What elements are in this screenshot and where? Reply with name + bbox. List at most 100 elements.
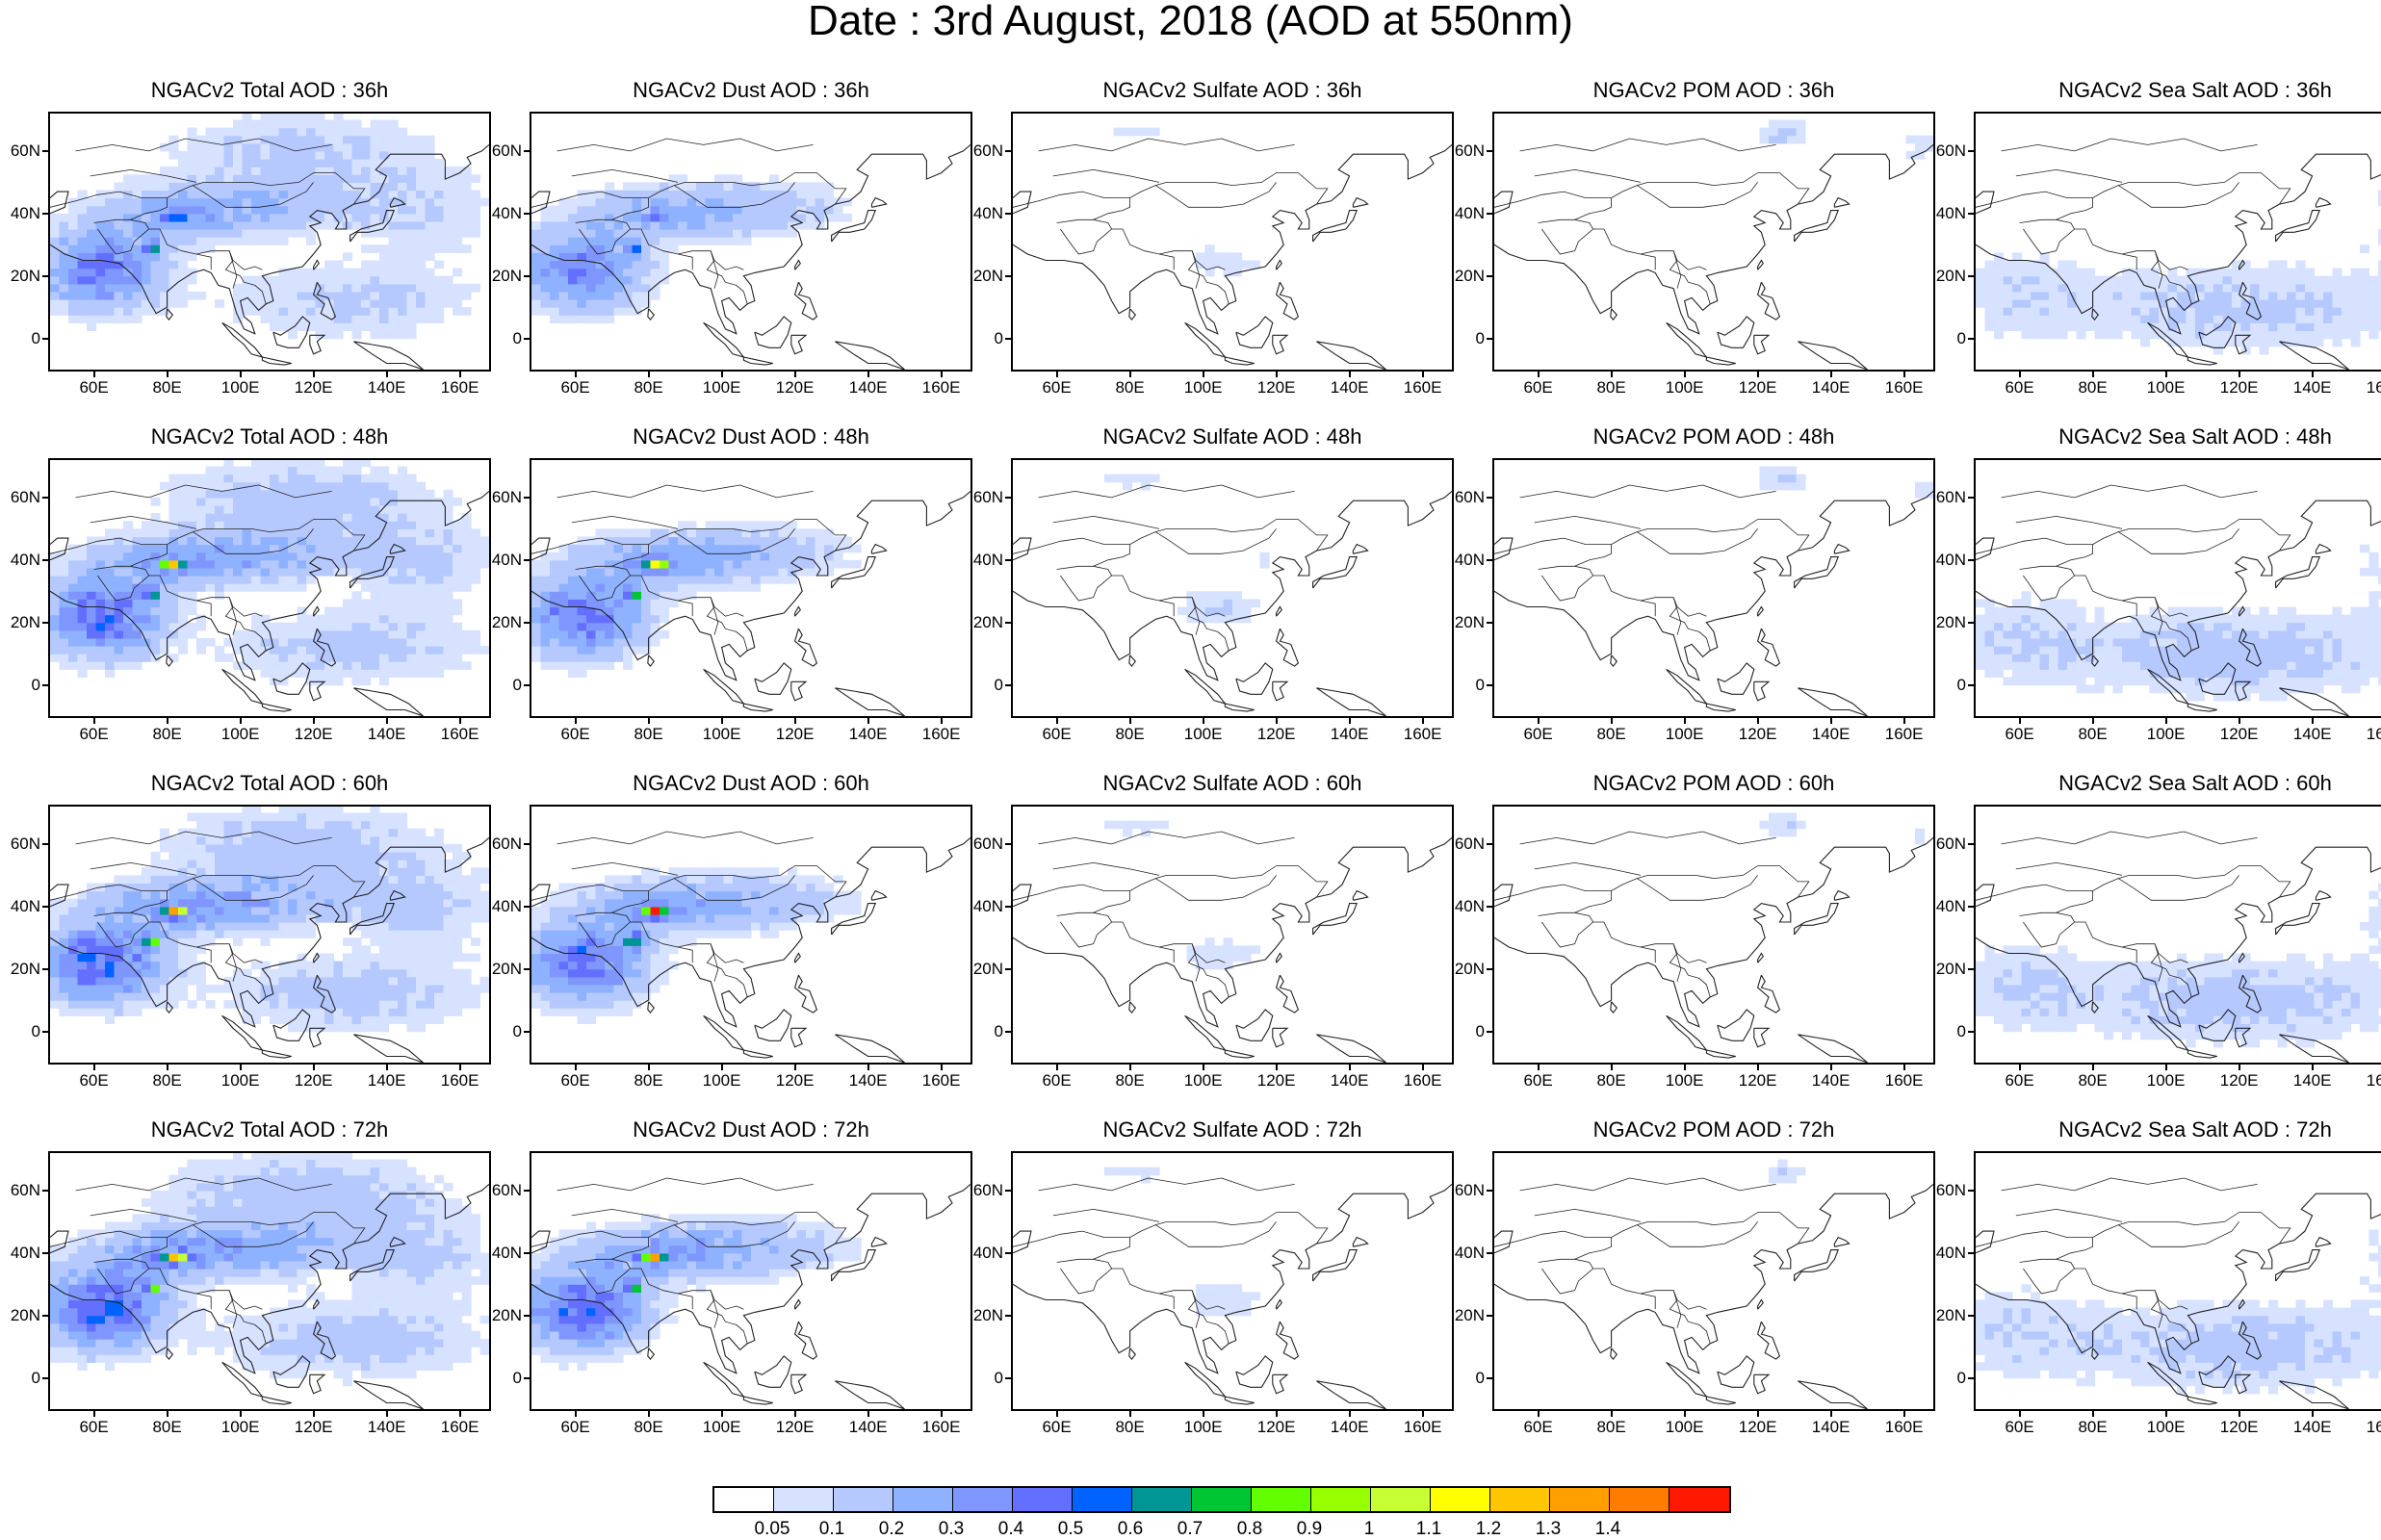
aod-cell bbox=[160, 907, 169, 915]
aod-cell bbox=[1232, 599, 1242, 607]
aod-cell bbox=[669, 221, 679, 230]
aod-cell bbox=[178, 167, 188, 175]
aod-cell bbox=[389, 630, 399, 639]
aod-cell bbox=[623, 576, 633, 584]
aod-cell bbox=[243, 560, 252, 569]
aod-cell bbox=[105, 945, 115, 954]
aod-cell bbox=[343, 661, 352, 670]
aod-heatmap bbox=[50, 807, 489, 1063]
aod-cell bbox=[123, 568, 133, 577]
aod-cell bbox=[1985, 276, 1995, 285]
aod-cell bbox=[407, 182, 417, 191]
aod-cell bbox=[596, 646, 606, 654]
aod-cell bbox=[2022, 269, 2032, 277]
aod-cell bbox=[133, 937, 142, 946]
aod-cell bbox=[251, 836, 261, 845]
aod-cell bbox=[352, 646, 362, 654]
aod-cell bbox=[714, 545, 724, 553]
aod-cell bbox=[724, 537, 734, 546]
aod-cell bbox=[371, 669, 380, 678]
aod-cell bbox=[669, 182, 679, 191]
aod-cell bbox=[178, 151, 188, 160]
aod-cell bbox=[1232, 252, 1242, 261]
aod-cell bbox=[660, 214, 669, 222]
aod-cell bbox=[343, 136, 352, 144]
aod-cell bbox=[206, 206, 216, 215]
aod-cell bbox=[115, 630, 124, 639]
aod-cell bbox=[279, 237, 289, 245]
aod-cell bbox=[834, 545, 843, 553]
aod-cell bbox=[261, 490, 271, 499]
aod-cell bbox=[371, 269, 380, 277]
aod-cell bbox=[334, 638, 344, 647]
aod-cell bbox=[2031, 638, 2040, 647]
aod-cell bbox=[78, 1008, 88, 1016]
aod-cell bbox=[2058, 646, 2068, 654]
aod-cell bbox=[2287, 269, 2296, 277]
aod-cell bbox=[288, 930, 298, 938]
aod-cell bbox=[379, 252, 389, 261]
aod-heatmap bbox=[1494, 460, 1933, 716]
aod-cell bbox=[324, 482, 334, 491]
aod-cell bbox=[2095, 322, 2105, 331]
aod-cell bbox=[316, 136, 325, 144]
aod-cell bbox=[279, 191, 289, 199]
aod-cell bbox=[105, 284, 115, 293]
aod-cell bbox=[251, 229, 261, 238]
y-tick-label: 0 bbox=[1446, 330, 1485, 347]
aod-cell bbox=[389, 322, 399, 331]
aod-cell bbox=[96, 198, 106, 207]
aod-cell bbox=[160, 482, 169, 491]
coastline bbox=[1277, 607, 1282, 617]
aod-cell bbox=[531, 229, 541, 238]
aod-cell bbox=[641, 591, 651, 600]
aod-cell bbox=[50, 261, 60, 270]
aod-cell bbox=[2031, 315, 2040, 323]
aod-cell bbox=[398, 284, 407, 293]
aod-cell bbox=[2012, 276, 2022, 285]
aod-cell bbox=[298, 128, 307, 137]
aod-cell bbox=[2168, 339, 2178, 347]
aod-cell bbox=[471, 174, 480, 183]
aod-cell bbox=[115, 214, 124, 222]
aod-cell bbox=[2004, 638, 2013, 647]
aod-cell bbox=[605, 221, 614, 230]
aod-cell bbox=[78, 315, 88, 323]
aod-cell bbox=[78, 299, 88, 308]
aod-cell bbox=[87, 623, 96, 631]
aod-cell bbox=[2150, 315, 2160, 323]
aod-cell bbox=[633, 261, 642, 270]
aod-cell bbox=[288, 844, 298, 853]
aod-cell bbox=[224, 907, 234, 915]
aod-cell bbox=[2296, 315, 2306, 323]
aod-cell bbox=[2250, 623, 2260, 631]
aod-cell bbox=[243, 128, 252, 137]
aod-cell bbox=[398, 528, 407, 537]
aod-cell bbox=[279, 560, 289, 569]
aod-cell bbox=[2122, 307, 2132, 316]
aod-cell bbox=[389, 1015, 399, 1024]
coastline bbox=[1754, 335, 1769, 354]
aod-cell bbox=[251, 852, 261, 860]
aod-cell bbox=[224, 237, 234, 245]
aod-cell bbox=[651, 638, 660, 647]
aod-cell bbox=[224, 813, 234, 822]
aod-cell bbox=[2085, 292, 2095, 300]
aod-cell bbox=[2232, 623, 2241, 631]
aod-cell bbox=[641, 214, 651, 222]
aod-cell bbox=[623, 654, 633, 662]
aod-cell bbox=[188, 214, 197, 222]
aod-cell bbox=[352, 954, 362, 962]
y-tick-label: 60N bbox=[1446, 142, 1485, 160]
aod-cell bbox=[270, 191, 279, 199]
aod-cell bbox=[2140, 623, 2150, 631]
aod-cell bbox=[2022, 599, 2032, 607]
aod-cell bbox=[568, 252, 578, 261]
aod-cell bbox=[196, 852, 206, 860]
aod-cell bbox=[215, 875, 224, 884]
aod-cell bbox=[251, 545, 261, 553]
aod-cell bbox=[815, 528, 825, 537]
aod-cell bbox=[379, 607, 389, 616]
aod-cell bbox=[2232, 276, 2241, 285]
aod-cell bbox=[68, 962, 78, 970]
